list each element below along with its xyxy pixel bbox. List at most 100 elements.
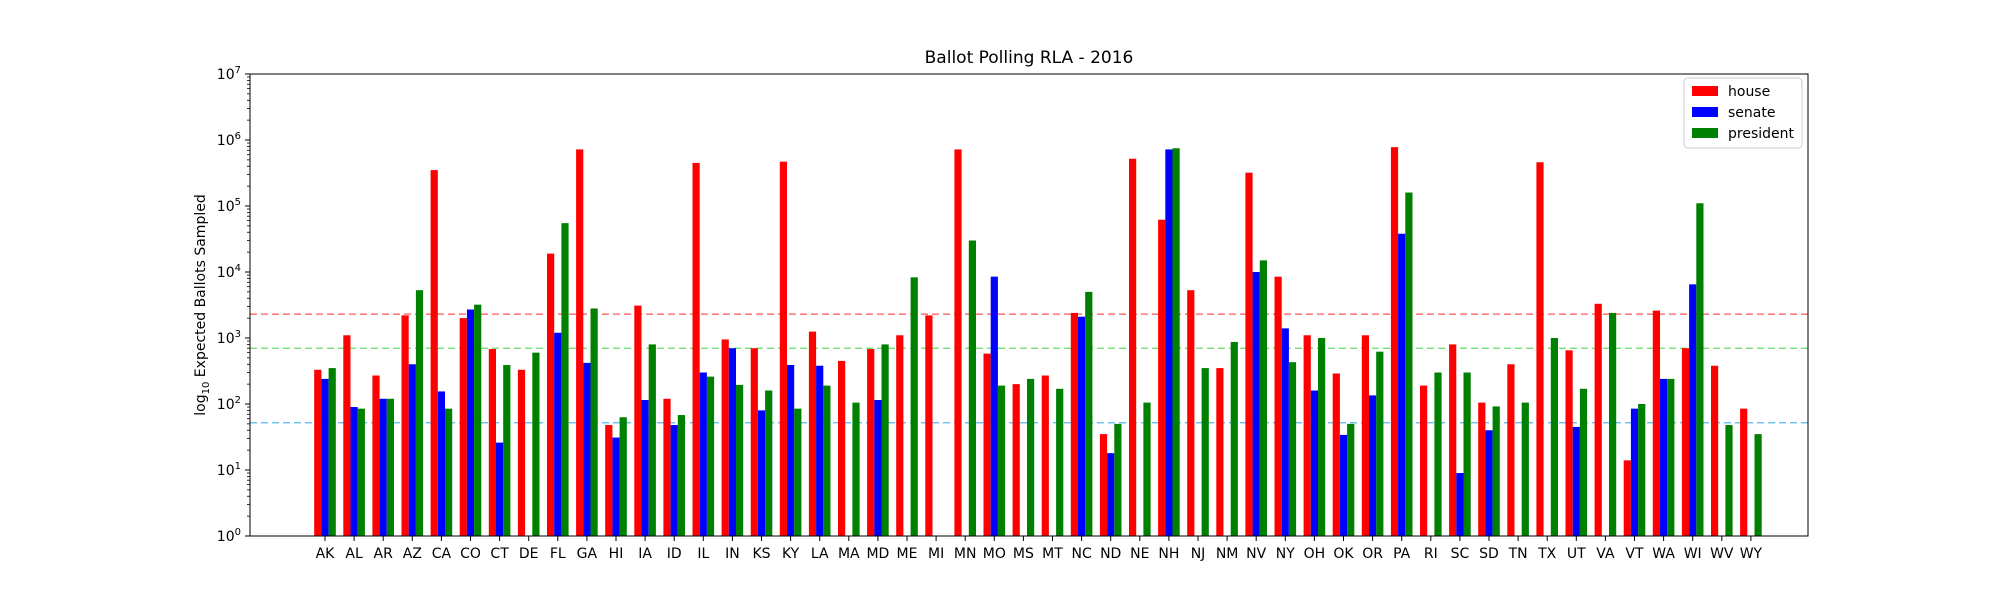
bar-president-TX — [1550, 338, 1558, 536]
bar-president-WI — [1696, 203, 1704, 536]
bar-senate-NH — [1165, 149, 1173, 537]
x-tick-label: WA — [1652, 546, 1675, 562]
bar-house-GA — [576, 149, 584, 537]
bar-president-SD — [1492, 406, 1500, 536]
chart-title: Ballot Polling RLA - 2016 — [925, 48, 1134, 68]
bar-house-MN — [954, 149, 962, 537]
legend-label-senate: senate — [1728, 105, 1775, 121]
x-tick-label: AR — [374, 546, 394, 562]
bar-president-AL — [357, 408, 365, 536]
bar-president-ND — [1114, 423, 1122, 536]
bar-senate-IL — [699, 372, 707, 536]
bar-house-TN — [1507, 364, 1515, 536]
bar-senate-IN — [728, 348, 736, 536]
bar-president-AK — [328, 368, 336, 536]
bar-senate-WA — [1660, 378, 1668, 536]
bar-president-WY — [1754, 434, 1762, 536]
x-tick-label: OH — [1304, 546, 1326, 562]
bar-house-DE — [517, 369, 526, 536]
bar-president-CO — [474, 304, 482, 536]
bar-house-NY — [1274, 276, 1282, 536]
legend-swatch-house — [1692, 86, 1718, 96]
bar-president-NM — [1230, 341, 1238, 536]
bar-president-ME — [910, 277, 918, 536]
x-tick-label: TN — [1508, 546, 1528, 562]
bar-president-NH — [1172, 148, 1180, 536]
bar-senate-AR — [379, 398, 387, 536]
x-tick-label: WY — [1740, 546, 1763, 562]
bar-house-WY — [1740, 408, 1748, 536]
y-tick-label: 107 — [217, 65, 241, 83]
bar-president-NJ — [1201, 368, 1209, 536]
bar-house-ND — [1099, 434, 1108, 536]
bar-senate-CA — [437, 391, 445, 536]
bar-house-AZ — [401, 315, 409, 536]
bar-house-MS — [1012, 384, 1020, 536]
x-tick-label: RI — [1424, 546, 1438, 562]
y-tick-label: 103 — [217, 329, 241, 347]
bar-senate-OK — [1339, 434, 1348, 536]
legend-swatch-senate — [1692, 107, 1718, 117]
x-tick-label: OR — [1362, 546, 1383, 562]
y-tick-label: 104 — [217, 263, 241, 281]
x-tick-label: LA — [811, 546, 829, 562]
bar-senate-IA — [641, 399, 649, 536]
bar-house-FL — [547, 253, 555, 536]
x-tick-label: ID — [667, 546, 682, 562]
x-tick-label: MS — [1013, 546, 1034, 562]
x-tick-label: UT — [1567, 546, 1586, 562]
bar-president-NV — [1259, 260, 1267, 536]
bar-president-OR — [1376, 351, 1384, 536]
bar-president-LA — [823, 385, 831, 536]
bar-house-PA — [1390, 147, 1399, 536]
bar-house-OK — [1332, 373, 1340, 536]
bar-house-WV — [1711, 365, 1719, 536]
bar-president-MT — [1056, 388, 1064, 536]
bar-senate-GA — [583, 362, 591, 536]
bar-president-DE — [532, 352, 540, 536]
bar-senate-UT — [1572, 426, 1580, 536]
bar-house-NV — [1245, 172, 1253, 536]
bar-president-IL — [706, 376, 715, 536]
x-tick-label: AZ — [403, 546, 422, 562]
bar-president-MA — [852, 402, 860, 536]
bar-senate-OR — [1369, 395, 1377, 536]
bar-house-CA — [430, 170, 438, 536]
bar-house-MA — [838, 360, 846, 536]
y-tick-label: 101 — [217, 461, 241, 479]
bar-president-NE — [1143, 402, 1151, 536]
bar-house-HI — [605, 425, 613, 536]
bar-senate-AK — [321, 378, 329, 536]
bar-president-IN — [736, 384, 744, 536]
bar-senate-CT — [496, 442, 504, 536]
bar-president-VA — [1609, 312, 1617, 536]
bar-senate-CO — [466, 309, 475, 536]
x-tick-label: IL — [697, 546, 709, 562]
bar-senate-SD — [1485, 430, 1493, 536]
bar-president-OK — [1347, 423, 1355, 536]
legend-swatch-president — [1692, 128, 1718, 138]
x-tick-label: IN — [725, 546, 740, 562]
bar-president-CT — [503, 364, 511, 536]
bar-house-NM — [1216, 368, 1224, 536]
bar-president-VT — [1638, 404, 1646, 536]
bar-house-WI — [1681, 348, 1690, 536]
bar-president-MD — [881, 344, 889, 536]
x-tick-label: NH — [1158, 546, 1179, 562]
bar-house-ME — [896, 335, 904, 536]
bar-senate-SC — [1456, 473, 1464, 536]
bar-president-AZ — [415, 290, 424, 536]
x-tick-label: NM — [1216, 546, 1239, 562]
bar-house-OH — [1303, 335, 1311, 536]
bar-president-NY — [1288, 362, 1297, 536]
bar-house-LA — [808, 331, 817, 536]
bar-house-AL — [343, 335, 351, 536]
x-tick-label: WV — [1710, 546, 1734, 562]
x-tick-label: CT — [490, 546, 509, 562]
y-axis-label: log10 Expected Ballots Sampled — [193, 194, 212, 415]
bar-house-IN — [721, 339, 729, 536]
bar-president-MN — [968, 240, 976, 536]
bar-senate-NC — [1078, 316, 1086, 536]
